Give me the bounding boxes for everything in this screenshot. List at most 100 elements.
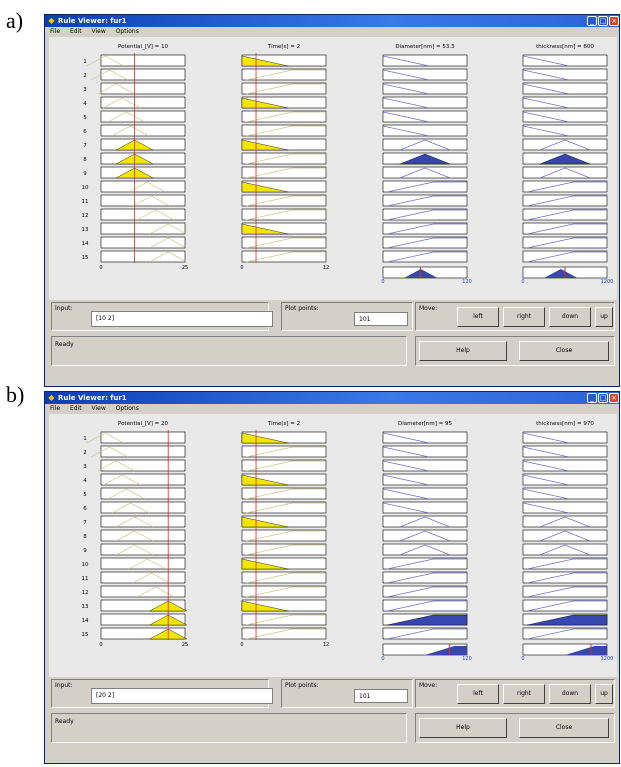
membership-curve bbox=[527, 195, 607, 207]
membership-curve bbox=[522, 97, 570, 109]
maximize-icon[interactable]: □ bbox=[598, 393, 608, 403]
membership-curve bbox=[522, 432, 570, 444]
membership-curve bbox=[387, 237, 467, 249]
membership-cell bbox=[382, 487, 468, 500]
membership-curve bbox=[527, 628, 607, 640]
membership-cell bbox=[382, 166, 468, 179]
menu-file[interactable]: File bbox=[50, 28, 61, 35]
maximize-icon[interactable]: □ bbox=[598, 16, 608, 26]
membership-curve bbox=[149, 223, 187, 235]
membership-cell bbox=[100, 236, 186, 249]
status-text: Ready bbox=[55, 341, 74, 348]
membership-curve bbox=[522, 83, 570, 95]
membership-curve bbox=[246, 586, 326, 598]
down-button[interactable]: down bbox=[549, 307, 591, 327]
membership-cell bbox=[382, 236, 468, 249]
plot-points-field[interactable]: 101 bbox=[354, 312, 408, 326]
membership-cell bbox=[241, 124, 327, 137]
membership-curve bbox=[246, 209, 326, 221]
down-button[interactable]: down bbox=[549, 684, 591, 704]
membership-cell bbox=[100, 599, 186, 612]
up-button[interactable]: up bbox=[595, 307, 613, 327]
variable-title: thickness[nm] = 600 bbox=[536, 44, 594, 50]
activation-fill bbox=[241, 181, 289, 193]
membership-curve bbox=[527, 558, 607, 570]
membership-curve bbox=[97, 460, 135, 472]
menu-options[interactable]: Options bbox=[115, 28, 139, 35]
menu-view[interactable]: View bbox=[91, 28, 106, 35]
membership-cell bbox=[382, 96, 468, 109]
membership-curve bbox=[128, 558, 166, 570]
range-min: 0 bbox=[99, 642, 102, 648]
rule-number: 14 bbox=[82, 241, 89, 247]
plot-points-field[interactable]: 101 bbox=[354, 689, 408, 703]
membership-cell bbox=[100, 82, 186, 95]
close-button[interactable]: Close bbox=[519, 718, 609, 738]
menu-file[interactable]: File bbox=[50, 405, 61, 412]
membership-cell bbox=[241, 501, 327, 514]
membership-cell bbox=[100, 473, 186, 486]
membership-cell bbox=[241, 152, 327, 165]
right-button[interactable]: right bbox=[503, 307, 545, 327]
membership-curve bbox=[107, 111, 145, 123]
membership-curve bbox=[522, 488, 570, 500]
help-button[interactable]: Help bbox=[419, 341, 507, 361]
membership-curve bbox=[246, 111, 326, 123]
range-max: 120 bbox=[462, 279, 472, 285]
membership-cell bbox=[100, 96, 186, 109]
membership-cell bbox=[522, 180, 608, 193]
left-button[interactable]: left bbox=[457, 684, 499, 704]
membership-cell bbox=[522, 571, 608, 584]
control-area: Input: [10 2] Plot points: 101 Move: lef… bbox=[49, 300, 617, 380]
membership-curve bbox=[539, 139, 591, 151]
membership-cell bbox=[522, 501, 608, 514]
rule-number: 7 bbox=[83, 143, 87, 149]
move-label: Move: bbox=[419, 682, 438, 689]
help-button[interactable]: Help bbox=[419, 718, 507, 738]
menu-options[interactable]: Options bbox=[115, 405, 139, 412]
range-max: 12 bbox=[323, 642, 329, 648]
close-icon[interactable]: × bbox=[609, 393, 619, 403]
activation-fill bbox=[241, 432, 289, 444]
status-text: Ready bbox=[55, 718, 74, 725]
right-button[interactable]: right bbox=[503, 684, 545, 704]
activation-fill bbox=[539, 153, 591, 165]
membership-curve bbox=[539, 530, 591, 542]
membership-curve bbox=[246, 153, 326, 165]
rule-number: 10 bbox=[82, 562, 89, 568]
membership-curve bbox=[522, 474, 570, 486]
membership-curve bbox=[527, 237, 607, 249]
minimize-icon[interactable]: _ bbox=[587, 16, 597, 26]
input-field[interactable]: [10 2] bbox=[91, 311, 273, 327]
menu-edit[interactable]: Edit bbox=[69, 28, 82, 35]
membership-curve bbox=[246, 628, 326, 640]
minimize-icon[interactable]: _ bbox=[587, 393, 597, 403]
left-button[interactable]: left bbox=[457, 307, 499, 327]
close-button[interactable]: Close bbox=[519, 341, 609, 361]
menu-view[interactable]: View bbox=[91, 405, 106, 412]
membership-cell bbox=[522, 445, 608, 458]
input-field[interactable]: [20 2] bbox=[91, 688, 273, 704]
membership-cell bbox=[241, 613, 327, 626]
membership-curve bbox=[527, 572, 607, 584]
membership-cell bbox=[241, 571, 327, 584]
rule-number: 2 bbox=[83, 73, 87, 79]
membership-curve bbox=[387, 251, 467, 263]
membership-cell bbox=[382, 459, 468, 472]
up-button[interactable]: up bbox=[595, 684, 613, 704]
membership-cell bbox=[241, 445, 327, 458]
membership-curve bbox=[382, 460, 430, 472]
membership-curve bbox=[527, 600, 607, 612]
variable-title: Diameter[nm] = 95 bbox=[398, 421, 452, 427]
membership-curve bbox=[382, 474, 430, 486]
membership-curve bbox=[387, 586, 467, 598]
membership-curve bbox=[149, 237, 187, 249]
membership-cell bbox=[100, 487, 186, 500]
plot-points-label: Plot points: bbox=[285, 305, 319, 312]
menu-edit[interactable]: Edit bbox=[69, 405, 82, 412]
membership-curve bbox=[246, 614, 326, 626]
membership-curve bbox=[387, 572, 467, 584]
membership-curve bbox=[387, 558, 467, 570]
membership-curve bbox=[522, 460, 570, 472]
close-icon[interactable]: × bbox=[609, 16, 619, 26]
